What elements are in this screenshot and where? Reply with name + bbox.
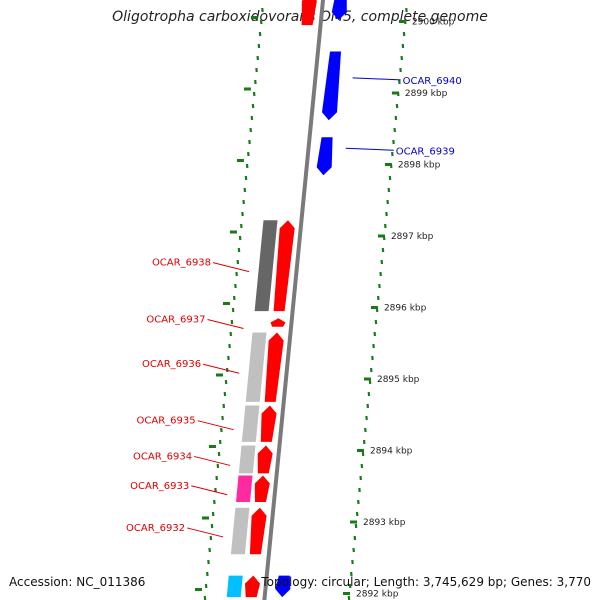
gene-arrow	[322, 51, 341, 121]
gene-label: OCAR_6937	[146, 315, 205, 326]
gene-arrow	[257, 445, 273, 474]
gene-arrow	[273, 220, 295, 312]
gene-label: OCAR_6938	[152, 258, 211, 269]
gene-leader-line	[191, 485, 228, 496]
gene-arrow	[331, 0, 347, 21]
gene-label: OCAR_6936	[142, 359, 201, 370]
scale-tick-label: 2900 kbp	[412, 18, 455, 28]
gene-arrow	[260, 405, 277, 442]
cog-category-block	[254, 220, 278, 312]
gene-label: OCAR_6935	[137, 416, 196, 427]
cog-category-block	[226, 575, 243, 598]
gene-arrow	[301, 0, 317, 26]
genome-backbone	[262, 0, 326, 600]
gene-leader-line	[352, 77, 401, 81]
gene-leader-line	[187, 527, 224, 538]
accession-text: Accession: NC_011386	[9, 575, 146, 589]
gene-arrow	[275, 575, 291, 598]
scale-tick-label: 2893 kbp	[363, 518, 406, 528]
gene-leader-line	[193, 455, 231, 466]
scale-tick-label: 2899 kbp	[405, 89, 448, 99]
cog-category-block	[236, 475, 253, 502]
gene-leader-line	[212, 262, 250, 273]
page-title: Oligotropha carboxidovorans OM5, complet…	[112, 9, 488, 25]
cog-category-block	[230, 507, 250, 555]
cog-category-block	[245, 332, 267, 402]
scale-tick-label: 2892 kbp	[356, 590, 399, 600]
gene-leader-line	[197, 420, 234, 431]
scale-tick-label: 2895 kbp	[377, 375, 420, 385]
gene-label: OCAR_6940	[403, 76, 462, 87]
gene-label: OCAR_6933	[130, 481, 189, 492]
scale-tick-label: 2896 kbp	[384, 304, 427, 314]
gene-arrow	[316, 137, 333, 176]
gene-leader-line	[203, 363, 240, 374]
gene-leader-line	[345, 147, 394, 151]
gene-leader-line	[207, 319, 244, 330]
gene-label: OCAR_6932	[126, 523, 185, 534]
cog-category-block	[241, 405, 260, 442]
scale-tick-label: 2898 kbp	[398, 161, 441, 171]
gene-arrow	[264, 332, 284, 402]
cog-category-block	[238, 445, 256, 474]
gene-arrow	[254, 475, 270, 502]
topology-text: Topology: circular; Length: 3,745,629 bp…	[261, 575, 591, 589]
scale-tick-label: 2897 kbp	[391, 232, 434, 242]
scale-tick-label: 2894 kbp	[370, 447, 413, 457]
gene-label: OCAR_6934	[133, 451, 192, 462]
gene-arrow	[249, 507, 267, 555]
gene-arrow	[245, 575, 260, 598]
gene-arrow	[270, 318, 286, 327]
gene-label: OCAR_6939	[396, 146, 455, 157]
